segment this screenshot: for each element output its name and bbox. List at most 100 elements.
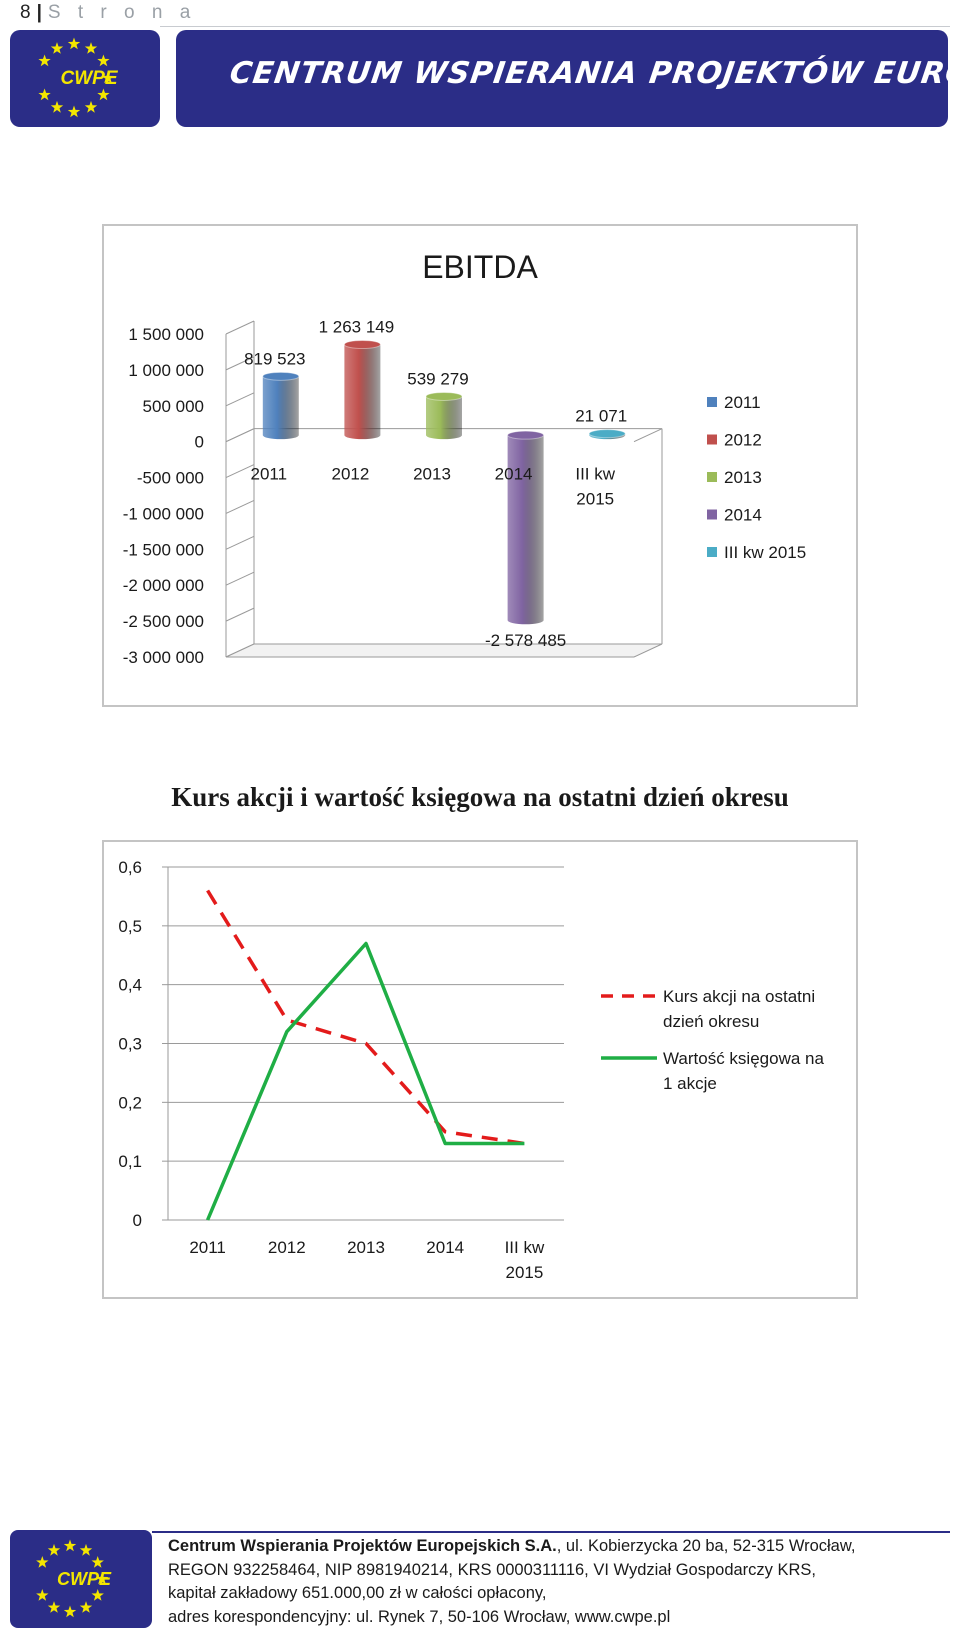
data-label: 819 523 xyxy=(244,349,305,368)
y-gridline xyxy=(225,571,255,586)
y-tick-label: 1 500 000 xyxy=(128,325,204,344)
logo-star-icon xyxy=(79,1601,93,1613)
logo-star-icon xyxy=(38,88,51,101)
footer-street: , ul. Kobierzycka 20 ba, 52-315 Wrocław, xyxy=(556,1537,856,1555)
y-gridline xyxy=(225,356,255,371)
y-tick-label: -2 500 000 xyxy=(123,612,204,631)
bar-cap xyxy=(425,391,463,401)
footer-line-4: adres korespondencyjny: ul. Rynek 7, 50-… xyxy=(168,1607,671,1626)
y-tick-label: 0 xyxy=(133,1211,142,1230)
logo-star-icon xyxy=(47,1543,61,1556)
logo-star-icon xyxy=(67,105,81,118)
legend-label: 1 akcje xyxy=(663,1074,717,1093)
bar-2013 xyxy=(426,396,462,440)
data-label: 539 279 xyxy=(407,369,468,388)
ebitda-chart: EBITDA 1 500 000 1 000 000 500 000 0 -500 000… xyxy=(102,224,858,707)
x-tick-label: 2012 xyxy=(268,1238,306,1257)
legend-label: Wartość księgowa na xyxy=(663,1049,824,1068)
x-tick-label: III kw xyxy=(575,465,615,484)
x-tick-label: 2015 xyxy=(576,490,614,509)
page-number-separator: | xyxy=(36,2,42,23)
legend-label: 2014 xyxy=(724,506,762,525)
logo-star-icon xyxy=(95,1572,109,1585)
y-gridline xyxy=(225,320,255,335)
legend-swatch xyxy=(707,509,717,520)
cwpe-logo-icon: CWPE xyxy=(38,37,119,118)
y-gridline xyxy=(225,607,255,622)
logo-star-icon xyxy=(101,71,115,84)
x-tick-label: 2014 xyxy=(426,1238,464,1257)
y-tick-label: -1 500 000 xyxy=(123,540,204,559)
logo-star-icon xyxy=(50,42,64,54)
header-banner: Centrum Wspierania Projektów Europejskic… xyxy=(176,30,960,127)
legend-swatch xyxy=(707,397,717,407)
stock-chart-svg: 0 0,1 0,2 0,3 0,4 0,5 0,6 2011 2012 2013 2014 III k… xyxy=(118,858,824,1282)
footer-company: Centrum Wspierania Projektów Europejskic… xyxy=(168,1537,557,1555)
footer-logo-text: CWPE xyxy=(57,1569,112,1589)
ebitda-chart-svg: EBITDA 1 500 000 1 000 000 500 000 0 -500 000… xyxy=(123,249,807,667)
y-tick-label: 0 xyxy=(195,433,204,452)
x-tick-label: 2013 xyxy=(347,1238,385,1257)
bar-cap xyxy=(262,371,300,381)
y-gridline xyxy=(225,464,255,479)
bar-cap xyxy=(588,429,626,439)
y-tick-label: -3 000 000 xyxy=(123,648,204,667)
bar-cap xyxy=(343,340,381,350)
data-label: 1 263 149 xyxy=(319,318,395,337)
y-tick-label: 0,5 xyxy=(118,917,142,936)
logo-star-icon xyxy=(91,1589,104,1601)
y-gridline xyxy=(225,499,255,514)
y-tick-label: -500 000 xyxy=(137,469,204,488)
logo-star-icon xyxy=(38,54,51,67)
bar-cap xyxy=(507,430,545,440)
y-tick-label: 0,4 xyxy=(118,976,142,995)
stock-chart-title: Kurs akcji i wartość księgowa na ostatni… xyxy=(171,782,789,812)
footer-address: Centrum Wspierania Projektów Europejskic… xyxy=(168,1535,855,1629)
floor-plane xyxy=(225,643,663,658)
bar-2011 xyxy=(262,376,299,440)
x-tick-label: 2011 xyxy=(251,465,288,484)
y-gridline xyxy=(225,392,255,407)
footer-line-2: REGON 932258464, NIP 8981940214, KRS 000… xyxy=(168,1560,817,1579)
logo-star-icon xyxy=(84,100,98,113)
logo-star-icon xyxy=(67,37,81,50)
logo-star-icon xyxy=(63,1539,77,1552)
legend-label: 2011 xyxy=(724,393,761,412)
cwpe-footer-logo-icon: CWPE xyxy=(36,1539,112,1618)
page-number: 8 | S t r o n a xyxy=(20,2,196,24)
legend-label: 2012 xyxy=(724,431,762,450)
logo-star-icon xyxy=(84,42,98,54)
logo-star-icon xyxy=(63,1605,77,1618)
x-tick-label: 2014 xyxy=(495,465,533,484)
logo-star-icon xyxy=(50,100,64,113)
y-tick-label: -1 000 000 xyxy=(123,504,204,523)
y-tick-label: 0,6 xyxy=(118,858,142,877)
y-tick-label: 0,2 xyxy=(118,1093,142,1112)
legend-swatch xyxy=(707,434,717,445)
footer-logo: CWPE xyxy=(10,1530,152,1628)
data-label: -2 578 485 xyxy=(485,631,566,650)
footer-rule xyxy=(152,1531,950,1533)
logo-star-icon xyxy=(36,1589,49,1601)
y-tick-label: 0,3 xyxy=(118,1035,142,1054)
ebitda-title: EBITDA xyxy=(422,249,538,285)
logo-star-icon xyxy=(36,1556,49,1568)
logo-star-icon xyxy=(79,1543,93,1556)
x-tick-label: 2013 xyxy=(413,465,451,484)
y-tick-label: -2 000 000 xyxy=(123,576,204,595)
page-number-word: S t r o n a xyxy=(47,2,197,23)
bar-2012 xyxy=(344,344,381,440)
legend-swatch xyxy=(707,547,717,557)
header-logo: CWPE xyxy=(10,30,160,127)
x-tick-label: 2015 xyxy=(505,1263,543,1282)
x-tick-label: 2011 xyxy=(189,1238,226,1257)
logo-star-icon xyxy=(47,1601,61,1613)
y-tick-label: 0,1 xyxy=(118,1152,142,1171)
header-banner-title: Centrum Wspierania Projektów Europejskic… xyxy=(227,56,960,91)
data-label: 21 071 xyxy=(575,407,627,426)
logo-star-icon xyxy=(97,88,110,101)
legend-swatch xyxy=(707,472,717,482)
top-rule xyxy=(160,26,950,27)
footer-line-3: kapitał zakładowy 651.000,00 zł w całośc… xyxy=(168,1584,547,1602)
logo-star-icon xyxy=(97,54,110,67)
